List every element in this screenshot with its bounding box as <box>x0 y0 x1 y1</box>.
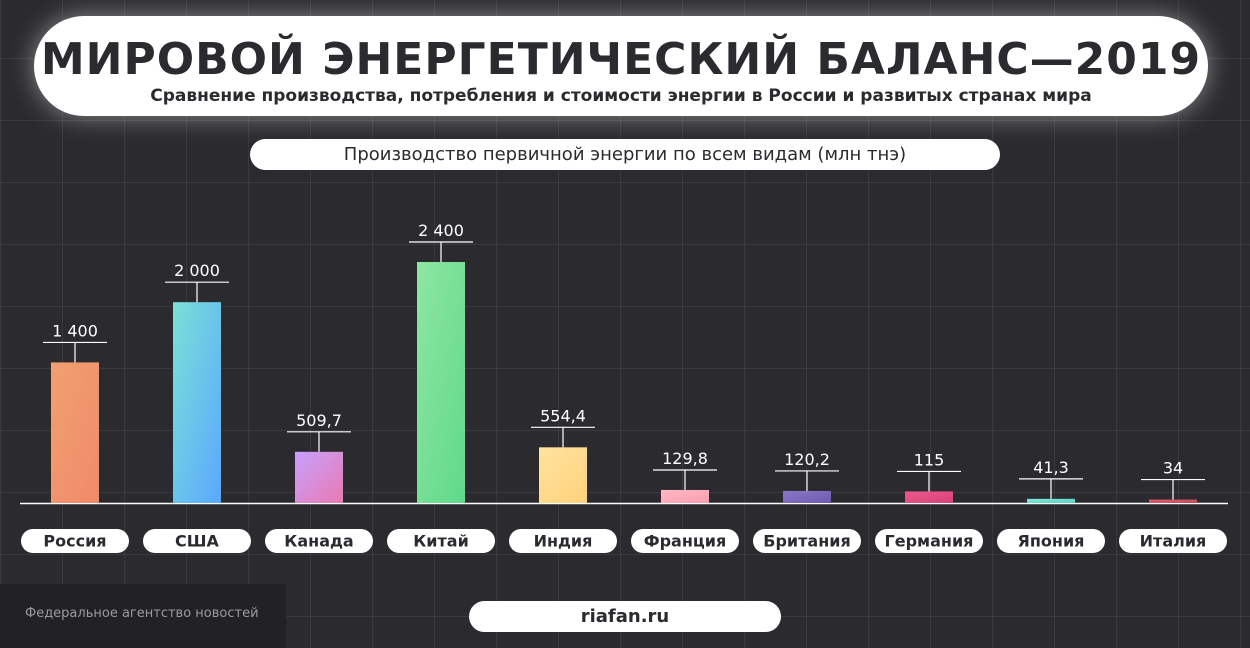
data-label-7: 115 <box>914 450 945 469</box>
category-pill-2 <box>265 529 373 553</box>
category-label-7: Германия <box>885 532 974 551</box>
category-label-6: Британия <box>763 532 850 551</box>
bar-8 <box>1027 498 1075 503</box>
chart-title: Производство первичной энергии по всем в… <box>250 139 1000 170</box>
category-pill-7 <box>875 529 983 553</box>
header-banner: МИРОВОЙ ЭНЕРГЕТИЧЕСКИЙ БАЛАНС—2019 Сравн… <box>34 16 1208 116</box>
category-label-8: Япония <box>1018 532 1085 551</box>
data-label-0: 1 400 <box>52 321 98 340</box>
category-pill-1 <box>143 529 251 553</box>
category-label-1: США <box>175 532 220 551</box>
category-label-0: Россия <box>43 532 106 551</box>
data-label-6: 120,2 <box>784 450 830 469</box>
data-label-4: 554,4 <box>540 406 586 425</box>
category-label-3: Китай <box>413 532 469 551</box>
bar-9 <box>1149 499 1197 503</box>
page-title: МИРОВОЙ ЭНЕРГЕТИЧЕСКИЙ БАЛАНС—2019 <box>40 34 1202 85</box>
category-label-4: Индия <box>534 532 593 551</box>
category-label-5: Франция <box>644 532 727 551</box>
bar-2 <box>295 451 343 503</box>
category-pill-4 <box>509 529 617 553</box>
data-label-1: 2 000 <box>174 261 220 280</box>
bar-0 <box>51 362 99 503</box>
category-pill-5 <box>631 529 739 553</box>
data-label-3: 2 400 <box>418 221 464 240</box>
bar-6 <box>783 490 831 503</box>
category-pill-9 <box>1119 529 1227 553</box>
data-label-8: 41,3 <box>1033 458 1069 477</box>
category-pill-3 <box>387 529 495 553</box>
bar-5 <box>661 489 709 503</box>
bar-4 <box>539 447 587 503</box>
agency-watermark: Федеральное агентство новостей <box>0 584 286 648</box>
data-label-9: 34 <box>1163 459 1183 478</box>
category-pill-8 <box>997 529 1105 553</box>
bar-1 <box>173 302 221 503</box>
category-label-2: Канада <box>284 532 353 551</box>
agency-label: Федеральное агентство новостей <box>25 606 259 621</box>
category-label-9: Италия <box>1140 532 1207 551</box>
bar-3 <box>417 262 465 503</box>
category-pill-0 <box>21 529 129 553</box>
page-subtitle: Сравнение производства, потребления и ст… <box>150 86 1092 106</box>
data-label-5: 129,8 <box>662 449 708 468</box>
source-label[interactable]: riafan.ru <box>469 601 781 632</box>
data-label-2: 509,7 <box>296 411 342 430</box>
category-pill-6 <box>753 529 861 553</box>
bar-7 <box>905 491 953 503</box>
